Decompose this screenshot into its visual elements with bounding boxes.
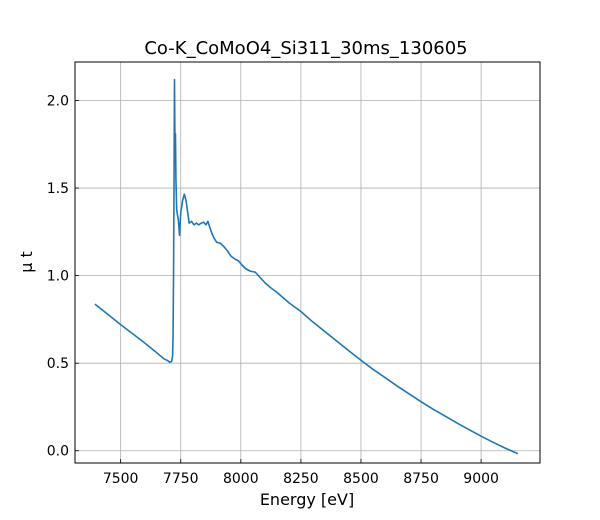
x-tick-label: 8500	[343, 471, 379, 487]
plot-frame	[74, 61, 541, 464]
x-tick-label: 8750	[403, 471, 439, 487]
grid-lines	[75, 62, 540, 463]
y-tick-label: 0.5	[47, 356, 69, 372]
x-tick-label: 8000	[223, 471, 259, 487]
y-tick-label: 0.0	[47, 444, 69, 460]
series-line	[94, 78, 518, 455]
x-axis-label: Energy [eV]	[260, 490, 354, 509]
y-tick-label: 1.0	[47, 269, 69, 285]
y-tick-label: 1.5	[47, 181, 69, 197]
chart-title: Co-K_CoMoO4_Si311_30ms_130605	[144, 38, 467, 59]
y-tick-label: 2.0	[47, 94, 69, 110]
x-tick-label: 9000	[463, 471, 499, 487]
y-tick-labels: 0.0 0.5 1.0 1.5 2.0	[47, 94, 69, 460]
y-axis-label: μ t	[17, 251, 36, 273]
x-tick-label: 7500	[103, 471, 139, 487]
series-layer	[94, 78, 518, 455]
x-tick-label: 8250	[283, 471, 319, 487]
axis-ticks	[75, 100, 482, 463]
x-tick-labels: 7500 7750 8000 8250 8500 8750 9000	[103, 471, 499, 487]
x-tick-label: 7750	[163, 471, 199, 487]
